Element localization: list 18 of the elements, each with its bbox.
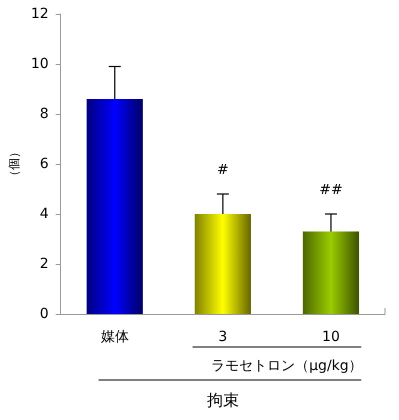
x-axis-title: 拘束 bbox=[206, 390, 239, 410]
annotation: ## bbox=[319, 182, 343, 198]
x-tick-label: 10 bbox=[322, 329, 340, 345]
annotation: # bbox=[216, 162, 229, 178]
x-tick-label: 3 bbox=[218, 329, 228, 345]
bar bbox=[86, 99, 143, 314]
y-axis-title: （個） bbox=[7, 146, 21, 182]
text: ラモセトロン（μg/kg） bbox=[211, 358, 363, 374]
bar bbox=[194, 214, 251, 314]
y-tick-label: 8 bbox=[40, 106, 49, 122]
y-tick-label: 10 bbox=[30, 56, 49, 72]
y-tick-label: 12 bbox=[30, 6, 49, 22]
y-tick-label: 4 bbox=[40, 206, 49, 222]
y-tick-label: 2 bbox=[40, 256, 49, 272]
y-tick-label: 0 bbox=[40, 306, 49, 322]
bar bbox=[302, 232, 360, 314]
y-tick-label: 6 bbox=[40, 156, 49, 172]
x-tick-label: 媒体 bbox=[100, 329, 129, 345]
